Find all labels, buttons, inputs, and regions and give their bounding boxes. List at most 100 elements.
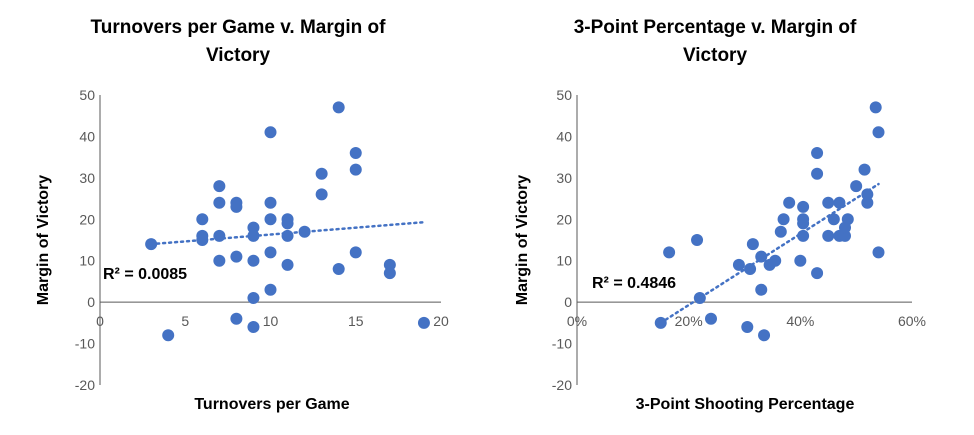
r-squared-label: R² = 0.4846 (592, 275, 676, 292)
y-tick-label: 40 (79, 128, 95, 144)
y-tick-label: 50 (556, 87, 572, 103)
x-tick-label: 60% (898, 313, 926, 329)
data-point (858, 163, 871, 176)
x-axis-label: 3-Point Shooting Percentage (636, 396, 855, 413)
data-point (841, 213, 854, 226)
y-tick-label: -10 (75, 336, 95, 352)
x-tick-label: 15 (348, 313, 364, 329)
data-point (777, 213, 790, 226)
y-tick-label: 10 (79, 253, 95, 269)
data-point (755, 250, 768, 263)
data-point (797, 200, 810, 213)
data-point (755, 283, 768, 296)
x-tick-label: 0 (96, 313, 104, 329)
data-point (732, 258, 745, 271)
data-point (264, 196, 277, 209)
x-tick-label: 20% (675, 313, 703, 329)
y-axis-label: Margin of Victory (35, 175, 52, 305)
data-point (264, 246, 277, 259)
data-point (383, 258, 396, 271)
data-point (247, 292, 260, 304)
data-point (794, 254, 807, 267)
data-point (654, 316, 667, 329)
chart-three-point-svg: 3-Point Percentage v. Margin of Victory … (514, 17, 926, 413)
data-point (827, 213, 840, 226)
data-point (332, 101, 345, 114)
y-tick-label: -20 (75, 377, 95, 393)
data-point (162, 329, 175, 342)
data-point (872, 246, 885, 259)
data-point (264, 213, 277, 226)
data-point (833, 196, 846, 209)
data-point (850, 180, 863, 193)
data-point (349, 163, 362, 176)
data-point (861, 188, 874, 201)
data-point (797, 217, 810, 230)
x-tick-label: 0% (567, 313, 587, 329)
x-axis-label: Turnovers per Game (194, 396, 349, 413)
data-point (247, 229, 260, 242)
x-tick-label: 40% (786, 313, 814, 329)
data-point (213, 180, 226, 193)
y-tick-label: 30 (79, 170, 95, 186)
data-point (247, 321, 260, 333)
data-point (774, 225, 787, 238)
data-point (213, 229, 226, 242)
data-point (769, 254, 782, 267)
data-point (196, 213, 209, 226)
data-point (663, 246, 676, 259)
y-tick-label: 50 (79, 87, 95, 103)
data-point (213, 196, 226, 209)
y-axis-label: Margin of Victory (514, 175, 531, 305)
data-point (196, 234, 209, 246)
chart-turnovers-svg: Turnovers per Game v. Margin of Victory … (35, 17, 449, 413)
data-point (332, 263, 345, 275)
y-tick-label: 0 (564, 294, 572, 310)
data-point (811, 147, 824, 159)
data-point (839, 229, 851, 242)
data-point (230, 312, 243, 325)
data-point (315, 167, 328, 180)
data-point (744, 263, 757, 275)
y-tick-label: 10 (556, 253, 572, 269)
data-point (230, 250, 243, 263)
data-point (264, 126, 277, 139)
data-point (349, 147, 362, 159)
r-squared-label: R² = 0.0085 (103, 266, 187, 283)
data-point (869, 101, 882, 114)
chart-turnovers: Turnovers per Game v. Margin of Victory … (35, 17, 449, 413)
y-tick-label: 40 (556, 128, 572, 144)
data-point (811, 267, 824, 280)
data-point (247, 221, 260, 234)
x-tick-label: 5 (181, 313, 189, 329)
data-point (741, 321, 754, 333)
data-point (145, 238, 158, 251)
data-point (383, 267, 396, 280)
x-tick-label: 20 (433, 313, 449, 329)
y-tick-label: 20 (79, 211, 95, 227)
chart-title-line-2: Victory (206, 45, 271, 66)
data-point (693, 292, 706, 304)
y-tick-label: 20 (556, 211, 572, 227)
data-point (230, 200, 243, 213)
data-point (691, 234, 704, 246)
data-point (247, 254, 260, 267)
y-tick-label: -10 (552, 336, 572, 352)
y-tick-label: 0 (87, 294, 95, 310)
data-point (746, 238, 759, 251)
y-tick-label: 30 (556, 170, 572, 186)
chart-title-line-1: 3-Point Percentage v. Margin of (574, 17, 857, 38)
data-point (417, 316, 430, 329)
data-point (281, 258, 294, 271)
chart-title-line-2: Victory (683, 45, 748, 66)
data-point (298, 225, 311, 238)
data-point (281, 217, 294, 230)
data-point (264, 283, 277, 296)
y-tick-label: -20 (552, 377, 572, 393)
data-point (281, 229, 294, 242)
data-point (758, 329, 771, 342)
data-point (349, 246, 362, 259)
data-point (705, 312, 717, 325)
chart-title-line-1: Turnovers per Game v. Margin of (91, 17, 387, 38)
data-point (797, 229, 810, 242)
